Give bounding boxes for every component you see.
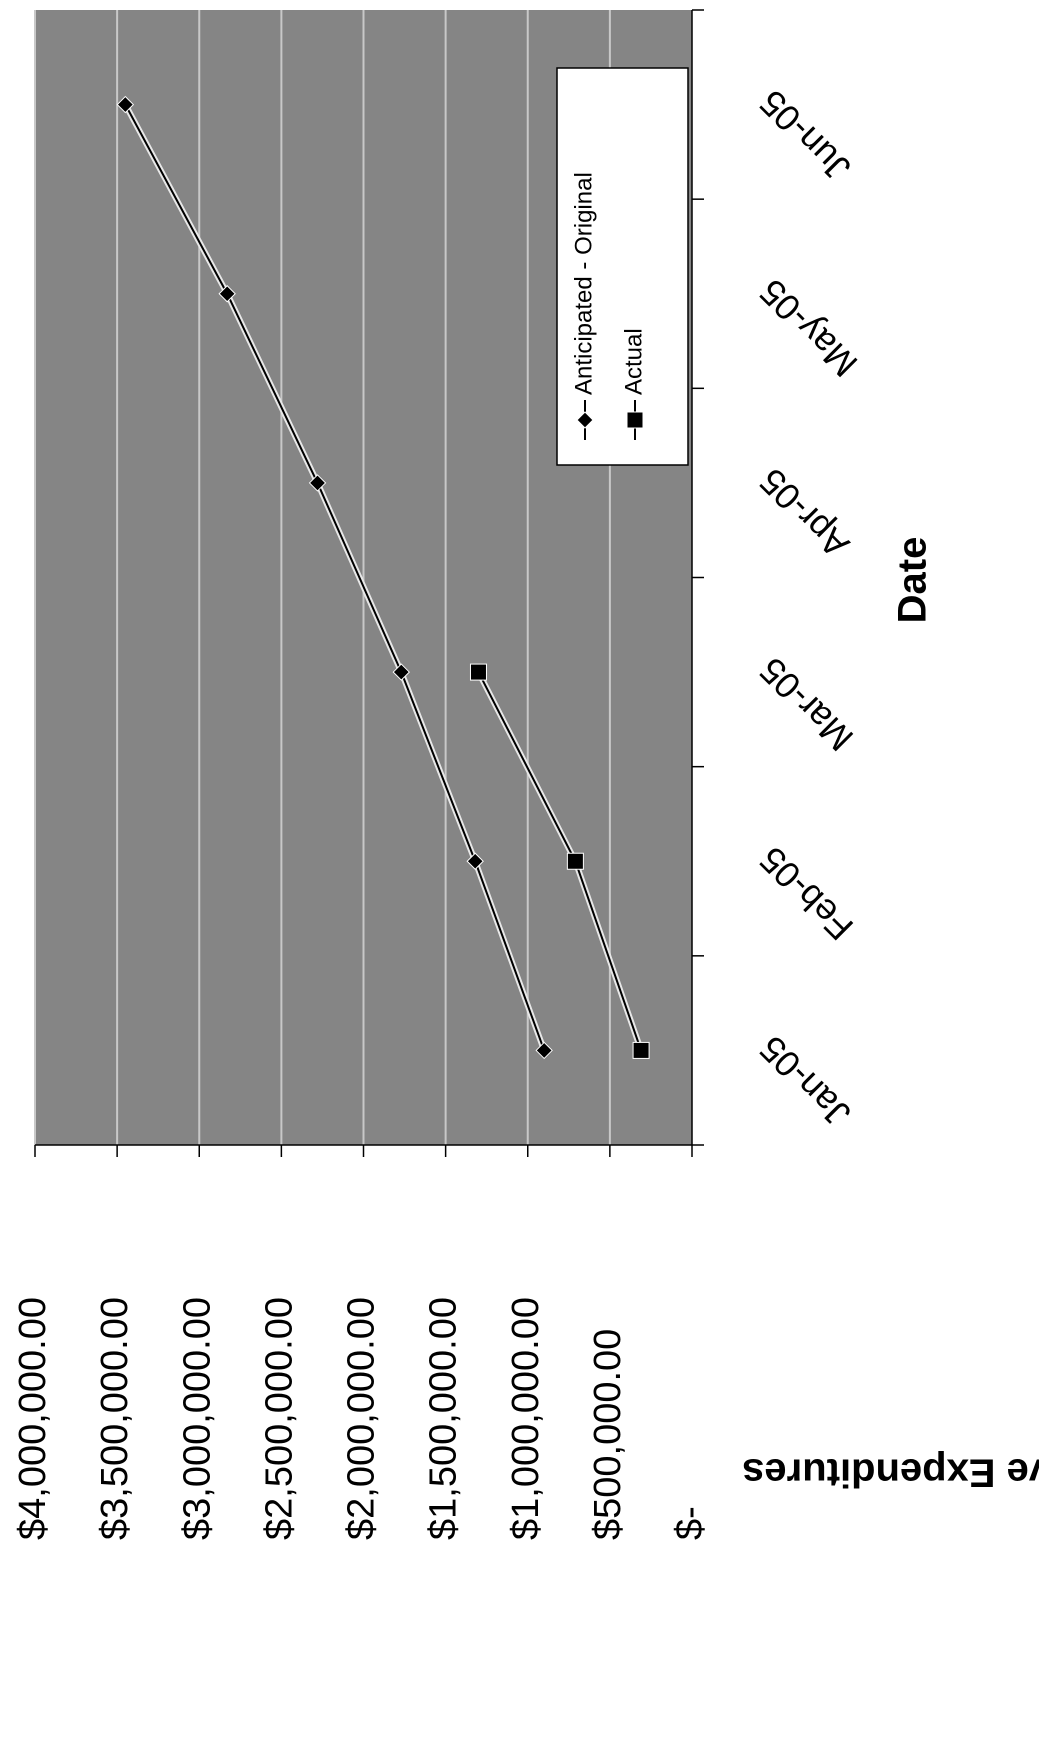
y-tick-label: $2,000,000.00 bbox=[341, 1297, 383, 1540]
y-tick-label: $3,000,000.00 bbox=[176, 1297, 218, 1540]
x-tick-label: Mar-05 bbox=[751, 650, 861, 760]
series-line bbox=[124, 104, 546, 1051]
y-tick-label: $3,500,000.00 bbox=[94, 1297, 136, 1540]
marker bbox=[632, 1041, 650, 1059]
x-tick-label: Apr-05 bbox=[751, 461, 856, 566]
x-tick-label: Jan-05 bbox=[751, 1028, 858, 1135]
marker bbox=[576, 411, 594, 429]
x-tick-label: Jun-05 bbox=[751, 82, 858, 189]
y-tick-label: $500,000.00 bbox=[587, 1329, 629, 1540]
marker bbox=[466, 852, 484, 870]
marker bbox=[308, 474, 327, 492]
legend-box bbox=[556, 67, 689, 466]
x-tick-label: May-05 bbox=[751, 271, 865, 385]
x-tick-label: Feb-05 bbox=[751, 839, 861, 949]
y-axis-title: Cummulative Expenditures bbox=[742, 1450, 1039, 1494]
y-tick-label: $2,500,000.00 bbox=[258, 1297, 300, 1540]
marker bbox=[535, 1041, 553, 1060]
marker bbox=[218, 285, 236, 303]
marker bbox=[116, 95, 135, 114]
marker bbox=[392, 663, 410, 681]
legend-label: Anticipated - Original bbox=[570, 172, 597, 395]
y-tick-label: $1,500,000.00 bbox=[423, 1297, 465, 1540]
legend-label: Actual bbox=[620, 328, 647, 395]
marker bbox=[469, 663, 487, 681]
marker bbox=[626, 411, 644, 429]
y-tick-label: $1,000,000.00 bbox=[505, 1297, 547, 1540]
x-axis-title: Date bbox=[891, 537, 935, 624]
marker bbox=[566, 852, 584, 870]
y-tick-label: $4,000,000.00 bbox=[12, 1297, 54, 1540]
y-tick-label: $- bbox=[669, 1506, 711, 1540]
